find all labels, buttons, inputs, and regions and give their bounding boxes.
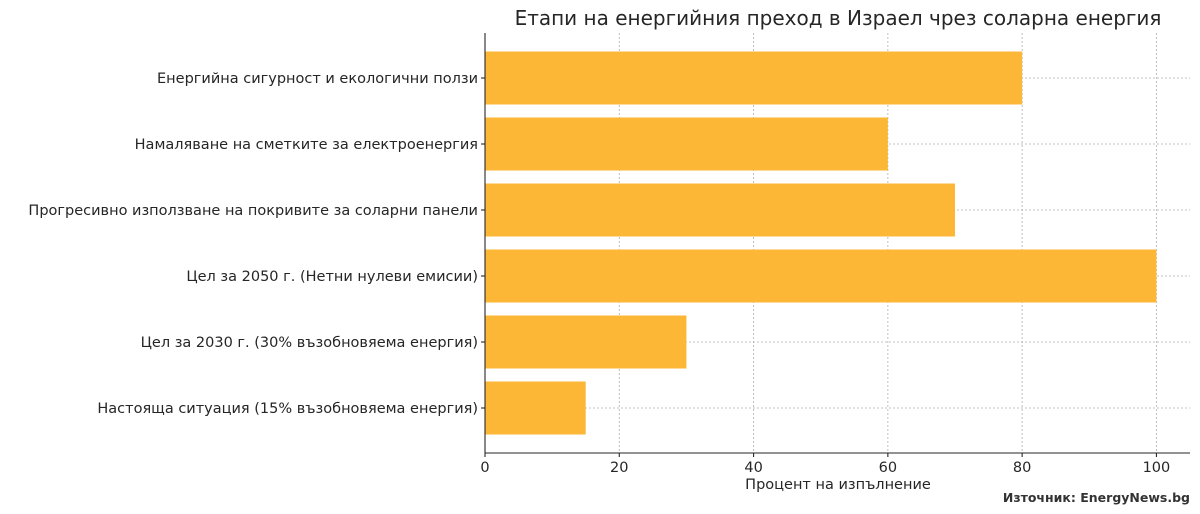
source-note: Източник: EnergyNews.bg <box>1002 490 1190 505</box>
bar <box>485 183 955 237</box>
x-tick-label: 100 <box>1143 460 1171 476</box>
x-axis-title: Процент на изпълнение <box>745 477 931 493</box>
bars <box>485 51 1157 435</box>
bar <box>485 315 687 369</box>
x-ticks: 0 20 40 60 80 100 <box>480 453 1170 476</box>
bar <box>485 51 1023 105</box>
category-label: Прогресивно използване на покривите за с… <box>28 203 478 219</box>
bar <box>485 249 1157 303</box>
bar <box>485 381 586 435</box>
chart-title: Етапи на енергийния преход в Израел чрез… <box>515 6 1162 30</box>
category-label: Настояща ситуация (15% възобновяема енер… <box>97 401 478 417</box>
x-tick-label: 40 <box>744 460 762 476</box>
category-label: Цел за 2030 г. (30% възобновяема енергия… <box>141 335 478 351</box>
x-tick-label: 60 <box>879 460 897 476</box>
x-tick-label: 80 <box>1013 460 1031 476</box>
axes <box>481 33 1190 454</box>
category-label: Енергийна сигурност и екологични ползи <box>157 71 478 87</box>
x-tick-label: 20 <box>610 460 628 476</box>
bar <box>485 117 888 171</box>
category-label: Цел за 2050 г. (Нетни нулеви емисии) <box>186 269 478 285</box>
category-label: Намаляване на сметките за електроенергия <box>135 137 478 153</box>
x-tick-label: 0 <box>480 460 489 476</box>
category-labels: Настояща ситуация (15% възобновяема енер… <box>28 71 478 417</box>
